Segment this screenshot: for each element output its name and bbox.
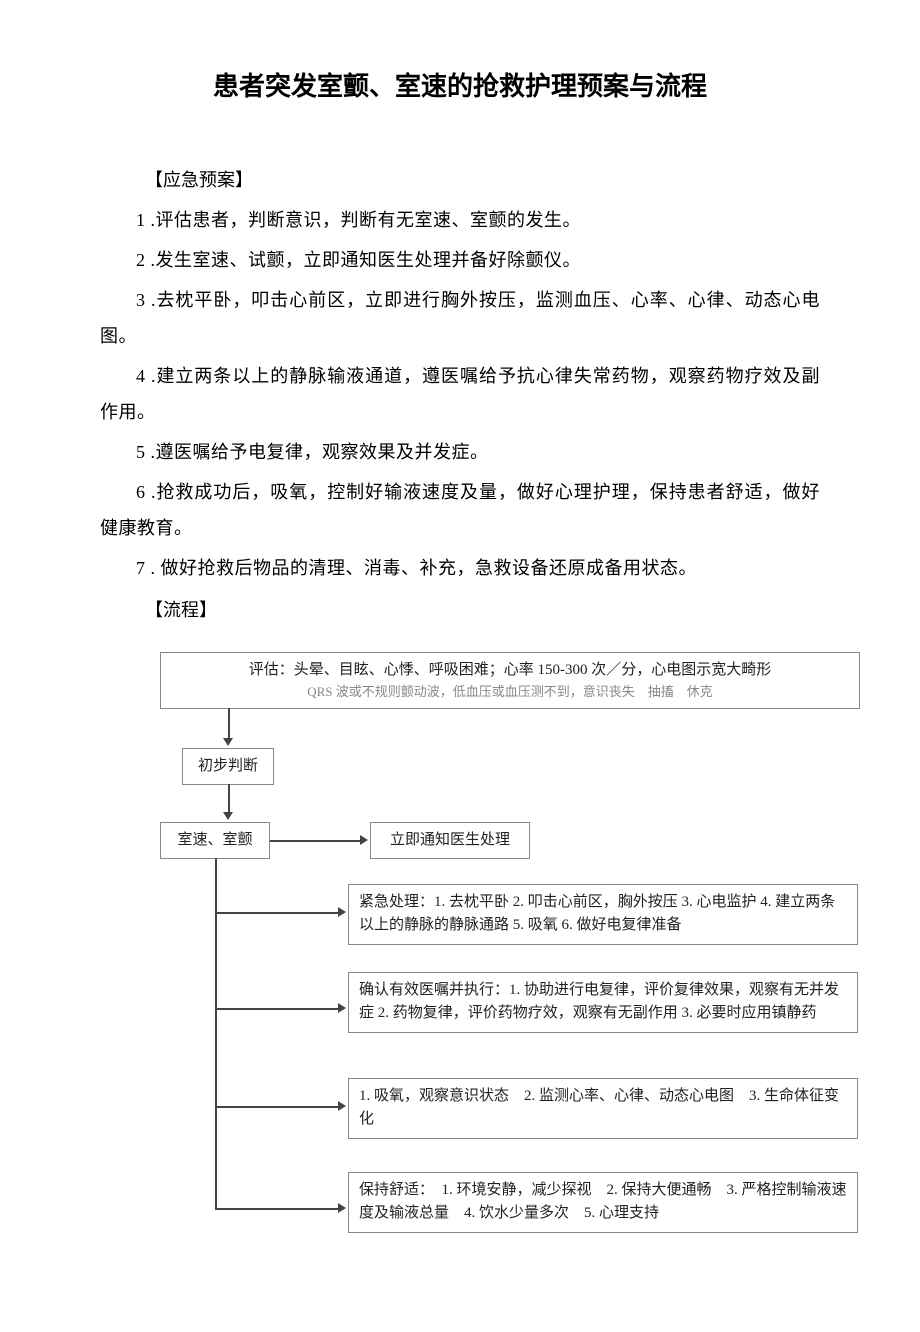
- page-title: 患者突发室颤、室速的抢救护理预案与流程: [100, 60, 820, 112]
- plan-item-4: 4 .建立两条以上的静脉输液通道，遵医嘱给予抗心律失常药物，观察药物疗效及副作用…: [100, 358, 820, 430]
- flow-edge-6: [215, 1106, 340, 1108]
- flow-edge-5-head: [338, 1003, 346, 1013]
- flow-edge-4: [215, 912, 340, 914]
- section-flow-heading: 【流程】: [100, 592, 820, 628]
- flow-edge-2: [228, 784, 230, 814]
- plan-item-6: 6 .抢救成功后，吸氧，控制好输液速度及量，做好心理护理，保持患者舒适，做好健康…: [100, 474, 820, 546]
- plan-item-2: 2 .发生室速、试颤，立即通知医生处理并备好除颤仪。: [100, 242, 820, 278]
- flow-trunk: [215, 858, 217, 1208]
- flow-edge-4-head: [338, 907, 346, 917]
- flow-node-monitor: 1. 吸氧，观察意识状态 2. 监测心率、心律、动态心电图 3. 生命体征变化: [348, 1078, 858, 1139]
- flow-edge-5: [215, 1008, 340, 1010]
- section-plan-heading: 【应急预案】: [100, 162, 820, 198]
- flow-edge-7-head: [338, 1203, 346, 1213]
- flow-node-notify: 立即通知医生处理: [370, 822, 530, 859]
- flow-node-assess: 评估：头晕、目眩、心悸、呼吸困难；心率 150-300 次／分，心电图示宽大畸形…: [160, 652, 860, 709]
- flowchart: 评估：头晕、目眩、心悸、呼吸困难；心率 150-300 次／分，心电图示宽大畸形…: [160, 652, 880, 1292]
- flow-edge-3: [270, 840, 362, 842]
- flow-node-confirm: 确认有效医嘱并执行：1. 协助进行电复律，评价复律效果，观察有无并发症 2. 药…: [348, 972, 858, 1033]
- flow-node-initial: 初步判断: [182, 748, 274, 785]
- flow-edge-3-head: [360, 835, 368, 845]
- plan-item-7: 7 . 做好抢救后物品的清理、消毒、补充，急救设备还原成备用状态。: [100, 550, 820, 586]
- flow-node-comfort-text: 保持舒适： 1. 环境安静，减少探视 2. 保持大便通畅 3. 严格控制输液速度…: [359, 1182, 847, 1221]
- flow-node-emerg: 紧急处理：1. 去枕平卧 2. 叩击心前区，胸外按压 3. 心电监护 4. 建立…: [348, 884, 858, 945]
- flow-node-comfort: 保持舒适： 1. 环境安静，减少探视 2. 保持大便通畅 3. 严格控制输液速度…: [348, 1172, 858, 1233]
- plan-item-3: 3 .去枕平卧，叩击心前区，立即进行胸外按压，监测血压、心率、心律、动态心电图。: [100, 282, 820, 354]
- plan-item-1: 1 .评估患者，判断意识，判断有无室速、室颤的发生。: [100, 202, 820, 238]
- flow-edge-1-head: [223, 738, 233, 746]
- flow-edge-6-head: [338, 1101, 346, 1111]
- flow-edge-2-head: [223, 812, 233, 820]
- flow-node-vtvf: 室速、室颤: [160, 822, 270, 859]
- flow-edge-1: [228, 708, 230, 740]
- flow-edge-7: [215, 1208, 340, 1210]
- flow-node-assess-line1: 评估：头晕、目眩、心悸、呼吸困难；心率 150-300 次／分，心电图示宽大畸形: [171, 659, 849, 682]
- flow-node-assess-line2: QRS 波或不规则颤动波，低血压或血压测不到，意识丧失 抽搐 休克: [171, 682, 849, 702]
- plan-item-5: 5 .遵医嘱给予电复律，观察效果及并发症。: [100, 434, 820, 470]
